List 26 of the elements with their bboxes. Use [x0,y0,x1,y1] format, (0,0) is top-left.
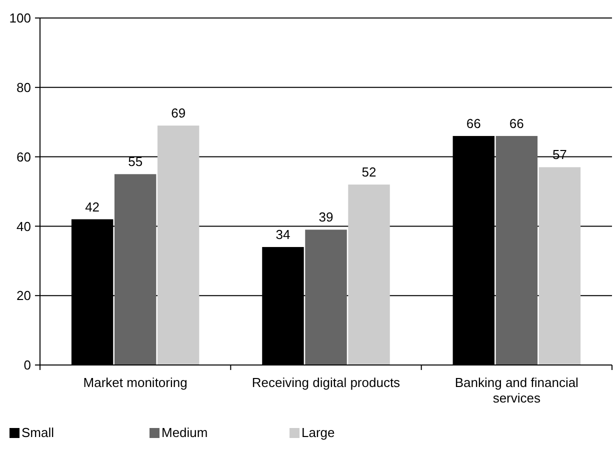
x-tick-label: Banking and financial services [454,375,579,406]
x-tick-label: Receiving digital products [252,375,401,390]
legend-label: Large [302,425,335,440]
bar [496,136,538,365]
legend-label: Small [22,425,54,440]
x-tick-label: Market monitoring [83,375,188,390]
bar [305,230,347,365]
y-tick-label: 0 [24,358,31,373]
data-label: 69 [171,106,186,121]
legend-label: Medium [162,425,208,440]
data-label: 42 [85,199,100,214]
y-tick-label: 40 [16,218,31,234]
data-label: 39 [318,210,334,225]
data-label: 34 [276,227,290,242]
data-label: 55 [128,154,143,170]
data-label: 66 [466,116,481,131]
data-label: 52 [362,164,376,180]
y-tick-label: 100 [9,10,31,26]
bar [114,174,156,365]
y-tick-label: 80 [16,80,31,95]
bar [348,184,390,365]
bar [538,167,581,365]
y-tick-label: 60 [16,149,31,164]
data-label: 66 [509,116,524,131]
bar [157,126,200,365]
y-tick-label: 20 [16,288,31,304]
